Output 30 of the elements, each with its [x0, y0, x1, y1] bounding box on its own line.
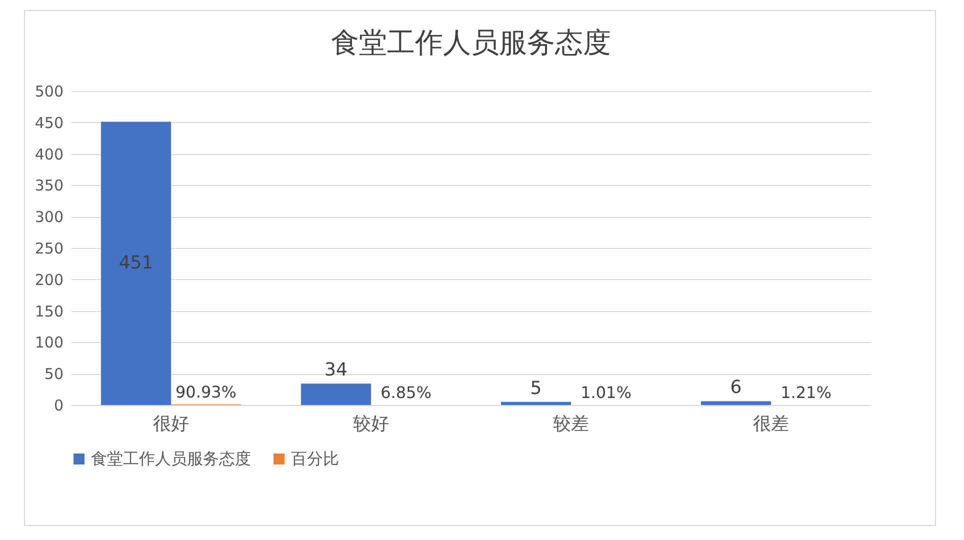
- bar: [701, 401, 771, 405]
- y-tick-label: 150: [34, 302, 64, 320]
- y-tick-label: 100: [34, 334, 64, 352]
- y-tick-label: 50: [44, 365, 64, 384]
- y-tick-label: 200: [34, 270, 64, 289]
- data-label: 451: [118, 252, 154, 274]
- x-tick-label: 很差: [753, 414, 789, 434]
- data-label: 90.93%: [175, 382, 237, 402]
- chart-title: 食堂工作人员服务态度: [331, 26, 611, 59]
- x-tick-label: 很好: [153, 414, 189, 434]
- bar: [301, 384, 371, 405]
- bar: [101, 122, 171, 405]
- legend-label: 食堂工作人员服务态度: [91, 449, 251, 468]
- y-tick-label: 0: [54, 396, 64, 414]
- bar: [501, 402, 571, 405]
- y-tick-label: 450: [34, 114, 64, 132]
- y-tick-label: 400: [34, 145, 64, 164]
- x-tick-label: 较差: [553, 414, 589, 434]
- y-tick-label: 300: [34, 208, 64, 226]
- data-label: 34: [324, 360, 348, 381]
- y-tick-label: 250: [34, 240, 64, 258]
- y-tick-label: 500: [34, 82, 64, 100]
- y-tick-label: 350: [34, 176, 64, 195]
- data-label: 6.85%: [380, 382, 432, 402]
- data-label: 1.01%: [580, 382, 632, 402]
- data-label: 1.21%: [780, 382, 832, 402]
- data-label: 5: [530, 378, 542, 399]
- x-tick-label: 较好: [353, 414, 389, 434]
- data-label: 6: [730, 377, 742, 398]
- legend-label: 百分比: [291, 449, 339, 468]
